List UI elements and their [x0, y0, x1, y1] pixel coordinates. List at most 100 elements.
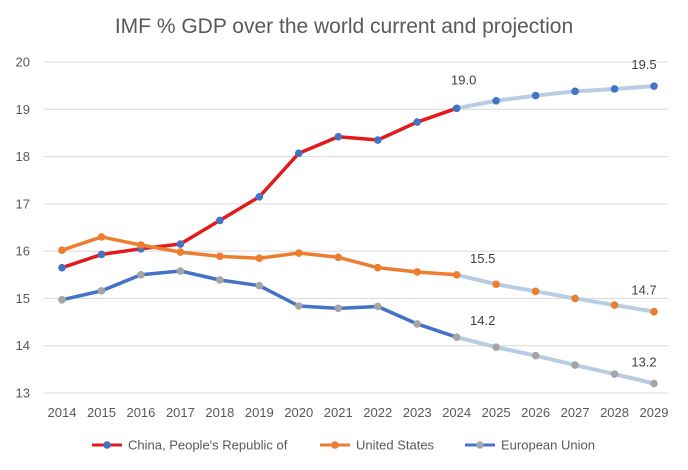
series-projection-line — [454, 335, 656, 386]
data-point — [413, 320, 422, 328]
y-tick-label: 17 — [16, 196, 30, 211]
data-point — [137, 241, 145, 249]
y-tick-label: 19 — [16, 102, 30, 117]
legend-label: China, People's Republic of — [128, 438, 288, 453]
data-point — [97, 233, 106, 241]
data-point — [255, 281, 264, 290]
data-labels: 19.0 19.5 15.5 14.7 14.2 13.2 — [451, 57, 657, 369]
data-point — [334, 253, 343, 262]
data-point — [373, 263, 382, 272]
x-tick-label: 2015 — [87, 405, 116, 420]
series-line — [60, 269, 459, 339]
data-point — [492, 96, 500, 105]
legend: China, People's Republic of United States… — [92, 438, 595, 453]
data-point — [492, 280, 500, 289]
data-point — [452, 104, 461, 113]
data-point — [295, 302, 303, 310]
data-point — [176, 240, 185, 248]
x-tick-label: 2014 — [48, 405, 77, 420]
x-tick-label: 2020 — [284, 405, 313, 420]
x-axis-ticks: 2014 2015 2016 2017 2018 2019 2020 2021 2022 2023… — [48, 405, 669, 420]
y-tick-label: 20 — [16, 55, 30, 70]
data-point — [571, 361, 579, 369]
x-tick-label: 2021 — [324, 405, 353, 420]
data-label: 19.0 — [451, 72, 476, 87]
data-point — [452, 270, 461, 279]
x-tick-label: 2017 — [166, 405, 195, 420]
data-point — [58, 246, 66, 254]
y-tick-label: 18 — [16, 149, 30, 164]
data-point — [176, 248, 185, 256]
data-point — [531, 287, 540, 296]
x-tick-label: 2025 — [482, 405, 511, 420]
data-label: 19.5 — [631, 57, 656, 72]
y-tick-label: 13 — [16, 386, 30, 401]
x-tick-label: 2016 — [126, 405, 155, 420]
data-point — [334, 132, 343, 141]
data-point — [97, 287, 106, 295]
data-point — [452, 333, 461, 342]
data-point — [571, 87, 579, 96]
x-tick-label: 2026 — [521, 405, 550, 420]
x-tick-label: 2029 — [640, 405, 669, 420]
data-point — [373, 302, 382, 311]
y-tick-label: 15 — [16, 291, 30, 306]
data-point — [373, 136, 382, 144]
y-tick-label: 16 — [16, 244, 30, 259]
data-point — [413, 268, 422, 276]
legend-item: United States — [320, 438, 435, 453]
legend-swatch-marker — [103, 441, 111, 449]
data-point — [216, 216, 224, 225]
data-point — [137, 270, 145, 279]
legend-label: European Union — [501, 438, 595, 453]
data-point — [255, 254, 264, 263]
x-tick-label: 2019 — [245, 405, 274, 420]
series-projection-line — [454, 84, 656, 111]
data-point — [650, 379, 658, 388]
data-point — [216, 252, 224, 261]
x-tick-label: 2024 — [442, 405, 471, 420]
data-label: 13.2 — [631, 355, 656, 370]
data-point — [531, 351, 540, 360]
data-point — [58, 296, 66, 304]
data-point — [97, 250, 106, 259]
data-point — [610, 301, 619, 309]
y-axis-ticks: 13 14 15 16 17 18 19 20 — [16, 55, 30, 401]
data-point — [610, 370, 619, 378]
series-lines — [60, 84, 656, 386]
data-point — [413, 118, 422, 126]
data-point — [216, 276, 224, 284]
gridlines — [44, 61, 668, 394]
x-tick-label: 2027 — [561, 405, 590, 420]
data-point — [650, 82, 658, 90]
legend-item: European Union — [465, 438, 595, 453]
data-point — [610, 85, 619, 93]
data-label: 15.5 — [470, 251, 495, 266]
data-point — [492, 343, 500, 351]
data-point — [334, 304, 343, 313]
data-label: 14.2 — [470, 313, 495, 328]
chart-title: IMF % GDP over the world current and pro… — [115, 15, 573, 38]
x-tick-label: 2028 — [600, 405, 629, 420]
series-line — [60, 106, 459, 270]
data-point — [650, 307, 658, 316]
data-label: 14.7 — [631, 283, 656, 298]
legend-label: United States — [356, 438, 435, 453]
data-point — [176, 267, 185, 275]
data-point — [255, 192, 264, 201]
series-projection-line — [454, 272, 656, 314]
x-tick-label: 2022 — [363, 405, 392, 420]
legend-item: China, People's Republic of — [92, 438, 288, 453]
x-tick-label: 2018 — [205, 405, 234, 420]
legend-swatch-marker — [476, 441, 484, 449]
y-tick-label: 14 — [16, 338, 30, 353]
data-point — [571, 294, 579, 303]
data-point — [295, 149, 303, 158]
x-tick-label: 2023 — [403, 405, 432, 420]
legend-swatch-marker — [331, 441, 339, 449]
data-point — [531, 91, 540, 100]
data-point — [58, 263, 66, 272]
data-point — [295, 249, 303, 257]
series-markers — [58, 82, 658, 388]
